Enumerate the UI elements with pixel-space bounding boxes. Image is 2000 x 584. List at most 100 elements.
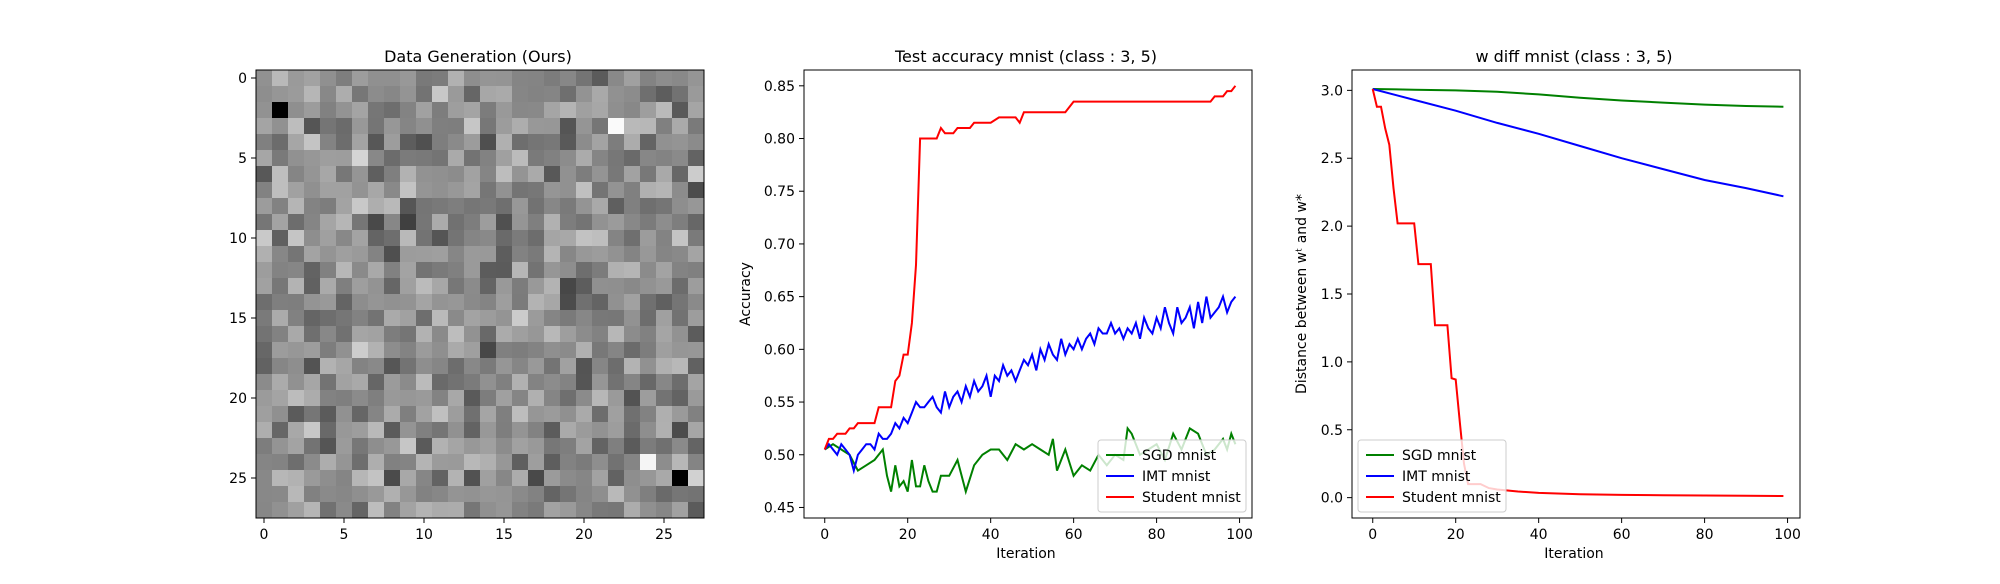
- heatmap-cell: [304, 102, 321, 119]
- heatmap-cell: [272, 166, 289, 183]
- heatmap-cell: [608, 406, 625, 423]
- heatmap-x-tick-label: 25: [655, 527, 673, 543]
- heatmap-cell: [656, 422, 673, 439]
- heatmap-cell: [544, 294, 561, 311]
- heatmap-cell: [608, 150, 625, 167]
- heatmap-cell: [464, 406, 481, 423]
- heatmap-cell: [320, 214, 337, 231]
- heatmap-cell: [432, 422, 449, 439]
- heatmap-cell: [528, 390, 545, 407]
- heatmap-cell: [288, 390, 305, 407]
- heatmap-cell: [256, 390, 273, 407]
- heatmap-cell: [576, 422, 593, 439]
- heatmap-cell: [416, 374, 433, 391]
- heatmap-cell: [560, 454, 577, 471]
- heatmap-cell: [688, 454, 705, 471]
- heatmap-cell: [480, 486, 497, 503]
- heatmap-cell: [544, 342, 561, 359]
- heatmap-cell: [368, 326, 385, 343]
- heatmap-cell: [432, 486, 449, 503]
- heatmap-cell: [544, 118, 561, 135]
- heatmap-cell: [416, 198, 433, 215]
- heatmap-cell: [640, 502, 657, 519]
- heatmap-cell: [464, 262, 481, 279]
- heatmap-cell: [480, 102, 497, 119]
- heatmap-cell: [624, 470, 641, 487]
- heatmap-cell: [384, 182, 401, 199]
- heatmap-cell: [624, 230, 641, 247]
- heatmap-cell: [432, 310, 449, 327]
- heatmap-cell: [432, 134, 449, 151]
- x-tick-label: 80: [1696, 527, 1714, 543]
- heatmap-x-tick-label: 10: [415, 527, 433, 543]
- accuracy-lines: [823, 85, 1237, 496]
- heatmap-cell: [256, 470, 273, 487]
- heatmap-cell: [256, 262, 273, 279]
- heatmap-cell: [656, 246, 673, 263]
- heatmap-cell: [640, 118, 657, 135]
- heatmap-cell: [512, 486, 529, 503]
- heatmap-cell: [576, 182, 593, 199]
- y-tick-label: 1.0: [1321, 355, 1343, 371]
- heatmap-cell: [304, 390, 321, 407]
- heatmap-cell: [432, 470, 449, 487]
- heatmap-cell: [304, 86, 321, 103]
- heatmap-cell: [448, 214, 465, 231]
- heatmap-cell: [464, 102, 481, 119]
- heatmap-cell: [656, 390, 673, 407]
- heatmap-cell: [288, 182, 305, 199]
- heatmap-cell: [352, 342, 369, 359]
- heatmap-cell: [544, 150, 561, 167]
- heatmap-cell: [368, 182, 385, 199]
- heatmap-cell: [288, 198, 305, 215]
- heatmap-cell: [576, 246, 593, 263]
- heatmap-cell: [528, 486, 545, 503]
- heatmap-cell: [688, 150, 705, 167]
- heatmap-cell: [560, 470, 577, 487]
- heatmap-cell: [272, 406, 289, 423]
- heatmap-cell: [608, 390, 625, 407]
- heatmap-cell: [688, 310, 705, 327]
- heatmap-cell: [512, 150, 529, 167]
- heatmap-cell: [320, 454, 337, 471]
- heatmap-cell: [352, 150, 369, 167]
- heatmap-cell: [688, 486, 705, 503]
- heatmap-cell: [688, 102, 705, 119]
- heatmap-cell: [688, 70, 705, 87]
- series-line-student-mnist: [1371, 88, 1784, 497]
- heatmap-cell: [464, 470, 481, 487]
- heatmap-cell: [304, 326, 321, 343]
- heatmap-cell: [480, 86, 497, 103]
- heatmap-cell: [288, 150, 305, 167]
- heatmap-cell: [256, 134, 273, 151]
- series-line-imt-mnist: [1372, 88, 1784, 198]
- x-tick-label: 0: [820, 527, 829, 543]
- heatmap-cell: [560, 326, 577, 343]
- heatmap-cell: [512, 198, 529, 215]
- heatmap-cell: [384, 310, 401, 327]
- heatmap-cell: [336, 198, 353, 215]
- heatmap-cell: [576, 438, 593, 455]
- heatmap-cell: [672, 214, 689, 231]
- heatmap-cell: [640, 70, 657, 87]
- heatmap-cell: [432, 246, 449, 263]
- heatmap-cell: [320, 86, 337, 103]
- heatmap-cell: [448, 470, 465, 487]
- heatmap-cell: [272, 198, 289, 215]
- heatmap-cell: [480, 278, 497, 295]
- heatmap-cell: [608, 454, 625, 471]
- heatmap-cell: [432, 358, 449, 375]
- heatmap-cell: [384, 134, 401, 151]
- heatmap-cell: [592, 70, 609, 87]
- heatmap-cell: [448, 86, 465, 103]
- x-tick-label: 20: [1447, 527, 1465, 543]
- heatmap-cell: [464, 454, 481, 471]
- heatmap-cell: [656, 262, 673, 279]
- heatmap-cell: [336, 230, 353, 247]
- heatmap-cell: [288, 166, 305, 183]
- heatmap-cell: [576, 502, 593, 519]
- heatmap-cell: [288, 486, 305, 503]
- heatmap-cell: [272, 438, 289, 455]
- heatmap-cell: [320, 326, 337, 343]
